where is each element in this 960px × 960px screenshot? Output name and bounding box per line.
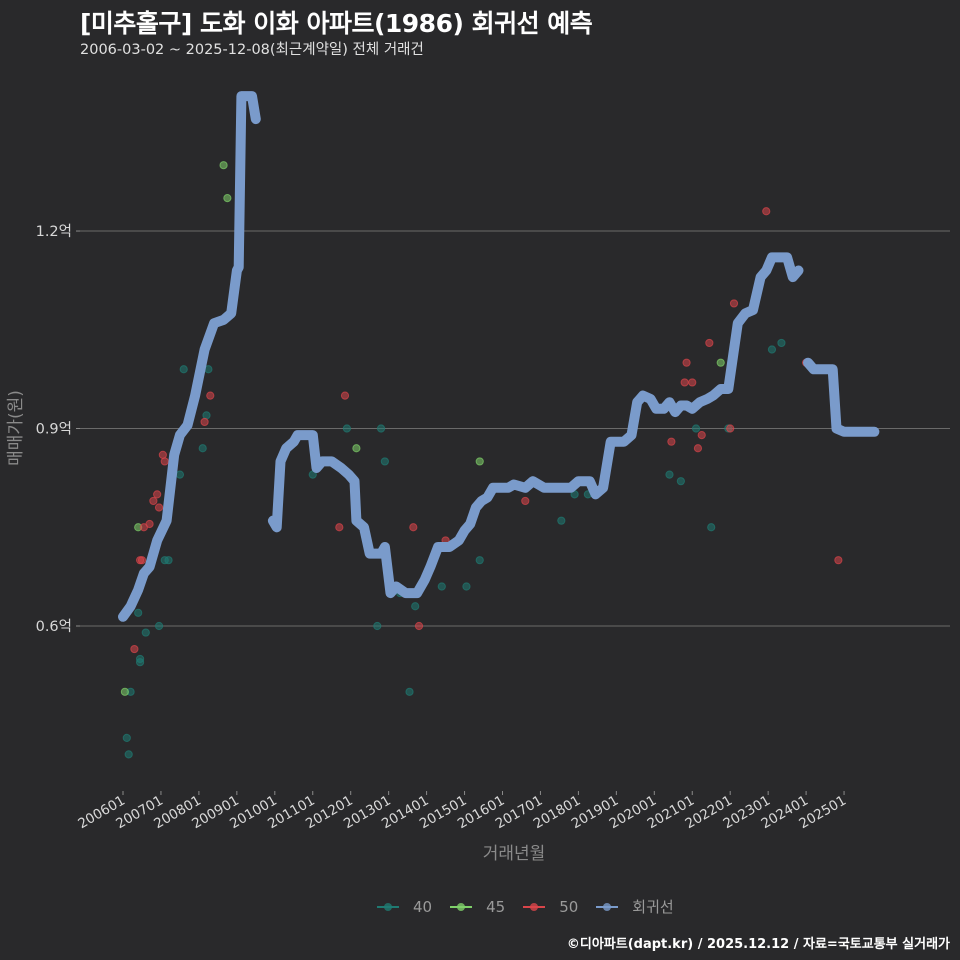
data-point-45 (223, 194, 232, 203)
data-point-40 (405, 687, 414, 696)
data-point-50 (834, 556, 843, 565)
legend-swatch-icon (594, 898, 620, 916)
data-point-50 (137, 556, 147, 565)
data-point-50 (667, 437, 676, 446)
data-point-45 (475, 457, 484, 466)
data-point-50 (688, 378, 697, 387)
data-point-40 (122, 733, 131, 743)
data-point-50 (729, 299, 739, 308)
data-point-50 (149, 496, 158, 506)
y-tick-label: 0.9억 (36, 421, 72, 438)
data-point-40 (179, 365, 188, 374)
data-point-50 (697, 430, 706, 440)
y-axis-label: 매매가(원) (6, 390, 26, 466)
data-point-50 (130, 644, 139, 654)
legend-label: 50 (559, 897, 579, 916)
data-point-40 (164, 556, 173, 565)
chart-title: [미추홀구] 도화 이화 아파트(1986) 회귀선 예측 (80, 9, 593, 38)
data-point-40 (135, 654, 145, 664)
data-point-40 (342, 424, 352, 433)
legend: 40 45 50 회귀선 (375, 896, 690, 917)
data-point-50 (153, 490, 162, 499)
data-point-40 (777, 338, 786, 348)
regression-segment (267, 252, 804, 599)
y-axis-ticks: 0.6억 0.9억 1.2억 (36, 223, 80, 635)
data-point-40 (707, 523, 716, 532)
regression-line (118, 91, 880, 622)
data-point-40 (437, 582, 446, 591)
data-point-40 (462, 582, 471, 591)
legend-swatch-icon (375, 898, 401, 916)
data-point-40 (134, 608, 143, 617)
data-point-50 (762, 207, 771, 216)
regression-segment (803, 357, 880, 437)
legend-item-0: 40 (375, 898, 432, 916)
data-point-50 (335, 523, 344, 532)
data-point-40 (141, 628, 150, 637)
data-point-40 (411, 602, 420, 611)
data-point-40 (665, 470, 674, 479)
legend-swatch-icon (448, 898, 474, 916)
legend-item-1: 45 (448, 898, 505, 916)
data-point-40 (124, 750, 133, 759)
data-point-40 (767, 345, 777, 354)
legend-label: 45 (486, 897, 506, 916)
data-point-40 (380, 457, 389, 466)
data-point-40 (373, 621, 382, 631)
data-point-50 (693, 444, 703, 453)
data-point-40 (376, 424, 386, 433)
x-axis-label: 거래년월 (483, 844, 546, 864)
data-point-50 (705, 338, 714, 348)
data-point-40 (175, 470, 185, 479)
gridlines (80, 230, 950, 627)
x-axis-ticks: 2006012007012008012009012010012011012012… (75, 791, 849, 832)
data-point-40 (691, 424, 701, 433)
data-point-50 (145, 519, 154, 529)
data-point-50 (682, 358, 691, 367)
y-tick-label: 0.6억 (36, 618, 72, 635)
data-point-50 (409, 523, 418, 532)
data-point-40 (198, 444, 207, 453)
data-point-50 (521, 496, 530, 506)
data-point-50 (200, 417, 209, 427)
data-point-50 (206, 391, 215, 400)
scatter-points (120, 161, 843, 759)
data-point-40 (154, 621, 164, 631)
data-point-45 (716, 358, 725, 367)
data-point-50 (154, 503, 164, 512)
data-point-40 (475, 556, 484, 565)
data-point-40 (676, 477, 685, 486)
data-point-50 (160, 457, 169, 466)
data-point-40 (557, 516, 566, 525)
data-point-50 (158, 450, 167, 459)
data-point-45 (352, 444, 361, 453)
y-tick-label: 1.2억 (36, 223, 72, 240)
data-point-50 (414, 621, 424, 631)
chart-subtitle: 2006-03-02 ~ 2025-12-08(최근계약일) 전체 거래건 (80, 42, 424, 58)
data-point-50 (726, 424, 735, 433)
regression-segment (118, 91, 261, 622)
legend-item-3: 회귀선 (594, 896, 674, 917)
legend-item-2: 50 (521, 898, 578, 916)
credit-text: ©디아파트(dapt.kr) / 2025.12.12 / 자료=국토교통부 실… (566, 937, 950, 952)
data-point-50 (340, 391, 350, 400)
data-point-50 (680, 378, 689, 387)
legend-label: 40 (413, 897, 433, 916)
data-point-45 (219, 161, 228, 170)
data-point-45 (120, 687, 129, 696)
legend-swatch-icon (521, 898, 547, 916)
data-point-40 (202, 411, 211, 420)
legend-label: 회귀선 (632, 898, 674, 916)
